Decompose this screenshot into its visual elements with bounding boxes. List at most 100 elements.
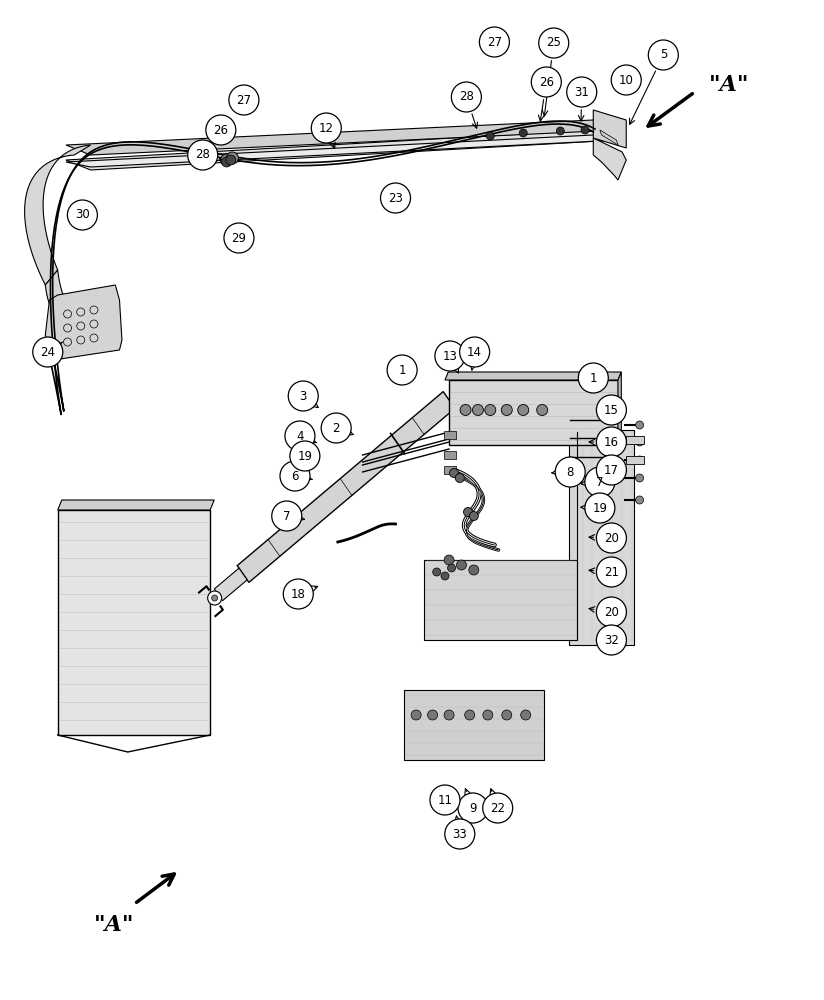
- Circle shape: [597, 455, 626, 485]
- Circle shape: [208, 591, 222, 605]
- Polygon shape: [66, 130, 618, 170]
- Circle shape: [648, 40, 678, 70]
- Text: 1: 1: [398, 363, 406, 376]
- Circle shape: [517, 404, 529, 416]
- Bar: [444, 451, 456, 459]
- Text: 14: 14: [467, 346, 482, 359]
- Polygon shape: [25, 145, 91, 285]
- Polygon shape: [593, 110, 626, 148]
- Circle shape: [321, 413, 351, 443]
- Text: 27: 27: [236, 94, 251, 106]
- Polygon shape: [66, 120, 618, 155]
- Circle shape: [521, 710, 531, 720]
- Text: "A": "A": [93, 914, 134, 936]
- Circle shape: [635, 456, 644, 464]
- Circle shape: [444, 710, 454, 720]
- Circle shape: [472, 404, 484, 416]
- Circle shape: [445, 819, 475, 849]
- Text: 17: 17: [604, 464, 619, 477]
- Circle shape: [567, 77, 597, 107]
- Circle shape: [485, 404, 496, 416]
- Circle shape: [585, 467, 615, 497]
- Circle shape: [456, 560, 466, 570]
- Polygon shape: [449, 380, 618, 445]
- Bar: [444, 431, 456, 439]
- Circle shape: [288, 381, 318, 411]
- Polygon shape: [58, 510, 210, 735]
- Circle shape: [470, 512, 478, 520]
- Circle shape: [539, 28, 569, 58]
- Circle shape: [311, 113, 341, 143]
- Circle shape: [519, 129, 527, 137]
- Text: 31: 31: [574, 86, 589, 99]
- Text: 28: 28: [459, 91, 474, 104]
- Circle shape: [430, 785, 460, 815]
- Circle shape: [441, 572, 449, 580]
- Text: 25: 25: [546, 36, 561, 49]
- Bar: [626, 456, 644, 464]
- Circle shape: [280, 461, 310, 491]
- Circle shape: [435, 341, 465, 371]
- Text: 10: 10: [619, 74, 634, 87]
- Circle shape: [227, 152, 238, 164]
- Circle shape: [447, 564, 456, 572]
- Circle shape: [52, 353, 59, 360]
- Text: 30: 30: [75, 209, 90, 222]
- Polygon shape: [618, 372, 621, 445]
- Circle shape: [444, 555, 454, 565]
- Text: 26: 26: [539, 76, 554, 89]
- Bar: [626, 436, 644, 444]
- Circle shape: [272, 501, 302, 531]
- Circle shape: [635, 474, 644, 482]
- Polygon shape: [445, 372, 621, 380]
- Circle shape: [226, 155, 236, 165]
- Circle shape: [465, 710, 475, 720]
- Text: 22: 22: [490, 802, 505, 814]
- Circle shape: [635, 496, 644, 504]
- Polygon shape: [600, 130, 618, 145]
- Circle shape: [283, 579, 313, 609]
- Polygon shape: [569, 430, 634, 645]
- Circle shape: [46, 355, 53, 361]
- Circle shape: [597, 427, 626, 457]
- Circle shape: [212, 595, 218, 601]
- Circle shape: [483, 710, 493, 720]
- Circle shape: [585, 493, 615, 523]
- Polygon shape: [58, 500, 214, 510]
- Circle shape: [33, 337, 63, 367]
- Circle shape: [597, 597, 626, 627]
- Circle shape: [531, 67, 561, 97]
- Circle shape: [450, 468, 458, 478]
- Polygon shape: [593, 138, 626, 180]
- Text: 32: 32: [604, 634, 619, 647]
- Text: 26: 26: [213, 123, 228, 136]
- Circle shape: [452, 82, 481, 112]
- Text: 19: 19: [592, 502, 607, 514]
- Polygon shape: [424, 560, 577, 640]
- Text: 7: 7: [283, 510, 291, 522]
- Text: 1: 1: [589, 371, 597, 384]
- Text: 9: 9: [469, 802, 477, 814]
- Circle shape: [433, 568, 441, 576]
- Text: 29: 29: [232, 232, 246, 244]
- Text: 13: 13: [442, 350, 457, 362]
- Text: 3: 3: [300, 389, 307, 402]
- Circle shape: [428, 710, 438, 720]
- Circle shape: [68, 200, 97, 230]
- Circle shape: [635, 421, 644, 429]
- Circle shape: [221, 154, 232, 166]
- Bar: [444, 466, 456, 474]
- Circle shape: [597, 625, 626, 655]
- Circle shape: [456, 474, 464, 483]
- Text: 15: 15: [604, 403, 619, 416]
- Circle shape: [635, 438, 644, 446]
- Text: 4: 4: [296, 430, 304, 442]
- Text: 6: 6: [291, 470, 299, 483]
- Polygon shape: [237, 392, 455, 582]
- Text: 23: 23: [388, 192, 403, 205]
- Polygon shape: [404, 690, 544, 760]
- Text: 20: 20: [604, 605, 619, 618]
- Circle shape: [611, 65, 641, 95]
- Circle shape: [411, 710, 421, 720]
- Circle shape: [597, 557, 626, 587]
